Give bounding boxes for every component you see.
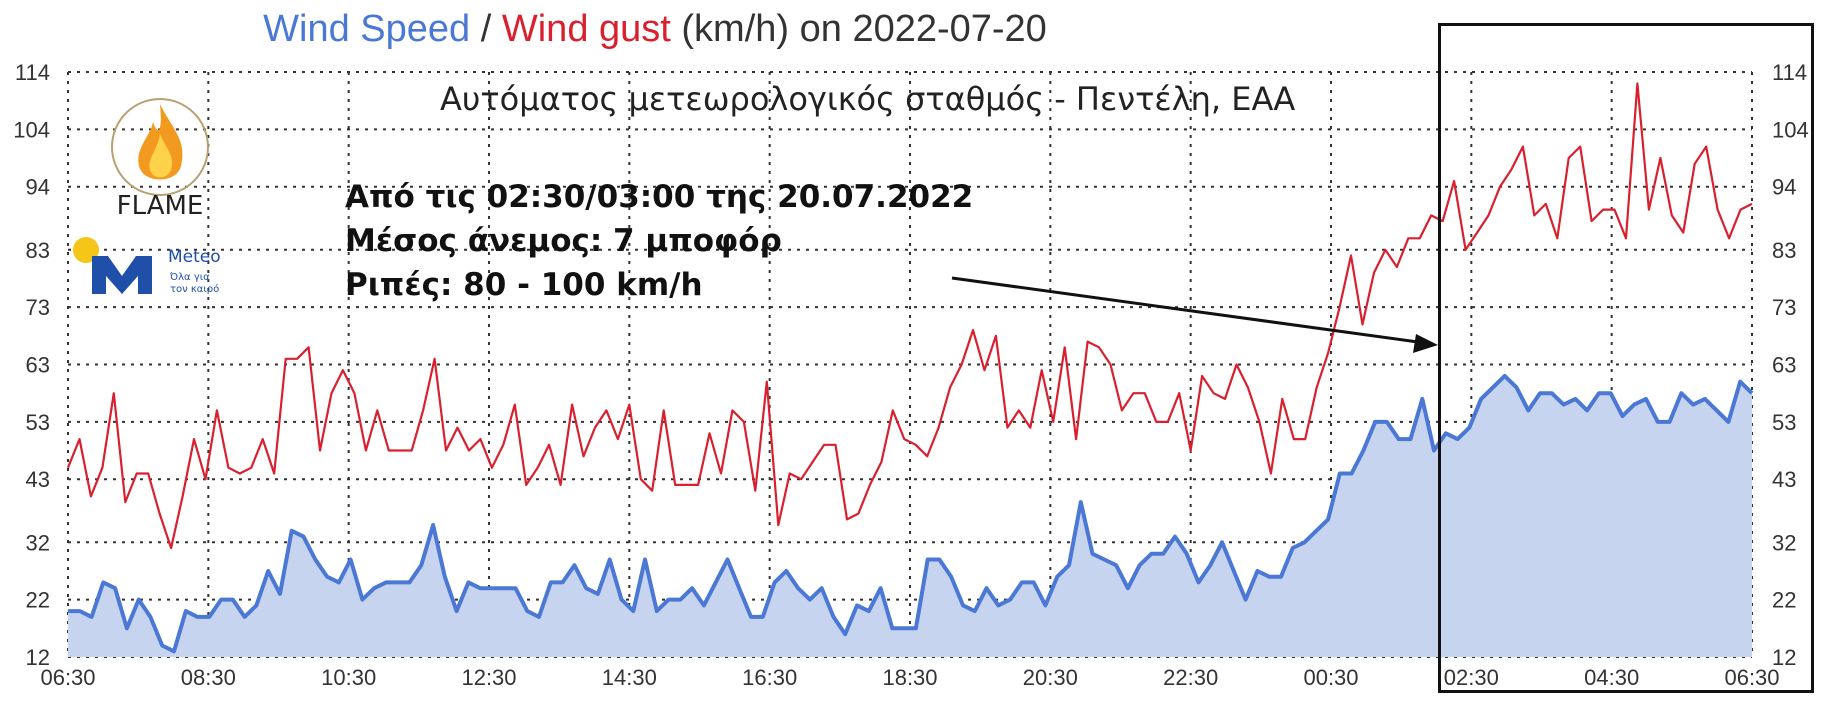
meteo-logo-text: Meteo [168,247,221,267]
y-tick-label-left-5: 63 [26,353,50,378]
title-slash: / [470,8,502,50]
wind-speed-area [68,376,1752,657]
y-tick-label-left-4: 53 [26,410,50,435]
y-tick-label-right-4: 53 [1772,410,1796,435]
x-tick-label-2: 10:30 [321,665,376,690]
annotation-line-3: Ριπές: 80 - 100 km/h [345,267,703,303]
flame-logo: FLAME [95,92,225,222]
wind-annotation: Από τις 02:30/03:00 της 20.07.2022 Μέσος… [345,175,973,307]
y-tick-label-right-9: 104 [1772,117,1809,142]
y-tick-label-left-3: 43 [26,467,50,492]
x-tick-label-7: 20:30 [1023,665,1078,690]
y-tick-label-left-0: 12 [26,645,50,670]
meteo-logo: Meteo Όλα για τον καιρό [72,236,247,306]
y-tick-label-left-6: 73 [26,295,50,320]
x-tick-label-0: 06:30 [40,665,95,690]
x-tick-label-1: 08:30 [181,665,236,690]
y-tick-label-left-10: 114 [15,60,50,85]
y-tick-label-left-2: 32 [26,530,50,555]
x-tick-label-4: 14:30 [602,665,657,690]
y-tick-label-right-3: 43 [1772,467,1796,492]
x-tick-label-9: 00:30 [1303,665,1358,690]
chart-title: Wind Speed / Wind gust (km/h) on 2022-07… [0,8,1310,51]
x-tick-label-10: 02:30 [1444,665,1499,690]
y-tick-label-right-6: 73 [1772,295,1796,320]
x-tick-label-12: 06:30 [1724,665,1779,690]
title-rest: (km/h) on 2022-07-20 [670,8,1047,50]
wind-gust-line [66,82,1753,550]
meteo-tagline-2: τον καιρό [170,283,219,295]
y-tick-label-right-5: 63 [1772,353,1796,378]
x-tick-label-3: 12:30 [461,665,516,690]
y-tick-label-left-1: 22 [26,588,50,613]
y-tick-label-left-7: 83 [26,238,50,263]
meteo-tagline-1: Όλα για [169,271,210,283]
title-wind-gust: Wind gust [501,8,671,50]
annotation-arrow-line [951,276,1419,344]
x-tick-label-8: 22:30 [1163,665,1218,690]
wind-speed-line [68,374,1754,654]
highlight-box [1438,23,1814,693]
annotation-arrow-head [1413,334,1438,353]
station-subtitle: Αυτόματος μετεωρολογικός σταθμός - Πεντέ… [440,80,1296,118]
y-tick-label-left-8: 94 [26,175,50,200]
x-tick-label-6: 18:30 [882,665,937,690]
y-tick-label-left-9: 104 [13,117,50,142]
y-tick-label-right-2: 32 [1772,530,1796,555]
flame-icon: FLAME [111,98,209,221]
meteo-icon: Meteo Όλα για τον καιρό [73,237,221,295]
title-wind-speed: Wind Speed [263,8,471,50]
y-tick-label-right-10: 114 [1772,60,1807,85]
y-tick-label-right-8: 94 [1772,175,1796,200]
annotation-line-1: Από τις 02:30/03:00 της 20.07.2022 [345,179,974,215]
flame-logo-text: FLAME [117,191,204,221]
annotation-line-2: Μέσος άνεμος: 7 μποφόρ [345,223,782,259]
y-tick-label-right-0: 12 [1772,645,1796,670]
y-tick-label-right-1: 22 [1772,588,1796,613]
x-tick-label-11: 04:30 [1584,665,1639,690]
y-tick-label-right-7: 83 [1772,238,1796,263]
x-tick-label-5: 16:30 [742,665,797,690]
